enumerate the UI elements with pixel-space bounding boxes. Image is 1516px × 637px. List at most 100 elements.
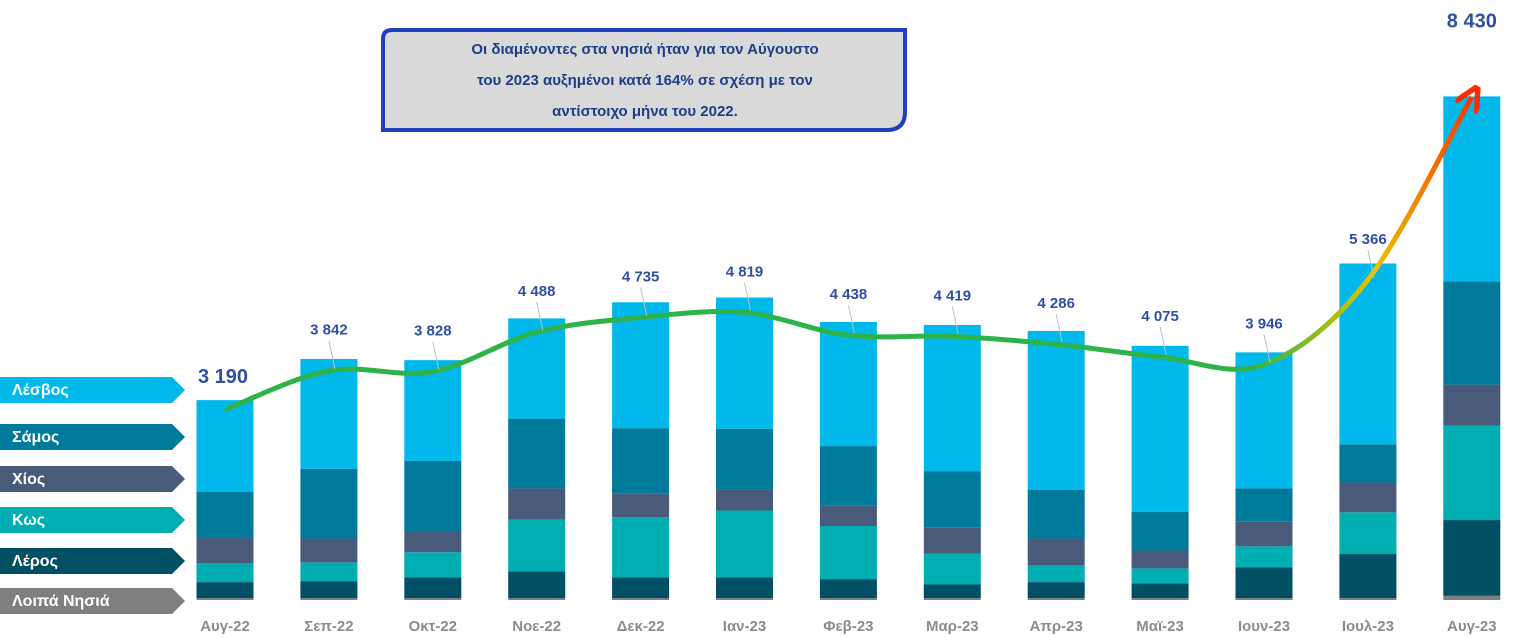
leader-line [432, 341, 440, 370]
bar-segment [1339, 512, 1397, 555]
bar-segment [1131, 345, 1189, 512]
total-line [224, 97, 1472, 413]
annotation: του 2023 αυξημένοι κατά 164% σε σχέση με… [477, 72, 813, 89]
leader-line [328, 340, 336, 369]
bar-segment [1027, 565, 1085, 583]
leader-line [1367, 249, 1375, 278]
bar-segment [1339, 444, 1397, 483]
x-tick-label: Απρ-23 [1030, 618, 1083, 635]
bar-segment [1235, 352, 1293, 489]
legend-swatch [0, 424, 185, 450]
bar-segment [1027, 582, 1085, 599]
bar-segment [716, 297, 773, 429]
bar-segment [1131, 568, 1189, 584]
bar-segment [508, 519, 566, 572]
legend-swatch [0, 548, 185, 574]
bar-segment [300, 562, 358, 582]
bar-segment [1027, 598, 1085, 600]
bar-segment [1131, 598, 1189, 600]
bar-segment [923, 471, 981, 528]
leader-line [744, 282, 751, 311]
bar-segment [1027, 330, 1085, 490]
total-label: 4 438 [830, 286, 868, 303]
total-label: 3 842 [310, 322, 348, 339]
bar-segment [716, 577, 773, 599]
bar-segment [819, 526, 877, 580]
total-label: 3 946 [1245, 316, 1283, 333]
bar-segment [612, 577, 670, 599]
bar-segment [716, 428, 773, 490]
total-label: 3 190 [198, 366, 248, 388]
bar-segment [612, 302, 670, 429]
bar-segment [819, 579, 877, 599]
bar-segment [1443, 425, 1501, 521]
bar-segment [1131, 583, 1189, 599]
total-label: 4 819 [726, 263, 764, 280]
total-label: 4 075 [1141, 308, 1179, 325]
bar-segment [1235, 598, 1293, 600]
x-tick-label: Μαρ-23 [926, 618, 979, 635]
bar-segment [1131, 550, 1189, 569]
bar-segment [1235, 567, 1293, 599]
total-label: 5 366 [1349, 231, 1387, 248]
x-tick-label: Αυγ-22 [200, 618, 250, 635]
bar-segment [923, 598, 981, 600]
leader-line [1055, 314, 1063, 343]
bar-segment [1235, 546, 1293, 568]
total-label: 4 419 [934, 287, 972, 304]
bar-segment [612, 428, 670, 494]
leader-line [640, 287, 648, 316]
legend-swatch [0, 466, 185, 492]
annotation: αντίστοιχο μήνα του 2022. [552, 103, 738, 120]
bar-segment [819, 446, 877, 506]
bar-segment [300, 468, 358, 539]
bar-segment [1235, 488, 1293, 522]
bar-segment [508, 418, 566, 489]
bar-segment [1339, 598, 1397, 600]
bar-segment [196, 582, 254, 599]
legend-label: Χίος [12, 471, 45, 488]
bar-segment [196, 492, 254, 538]
bar-segment [1235, 521, 1293, 547]
bar-segment [196, 400, 254, 493]
leader-line [951, 306, 959, 335]
bar-segment [1443, 96, 1501, 282]
bar-segment [300, 538, 358, 563]
leader-line [847, 305, 855, 334]
callout-box [381, 28, 907, 132]
x-tick-label: Ιουν-23 [1238, 618, 1290, 635]
bar-segment [1339, 263, 1397, 445]
bar-segment [300, 598, 358, 600]
total-label: 8 430 [1447, 10, 1497, 32]
bar-segment [923, 553, 981, 585]
bar-segment [716, 510, 773, 578]
x-tick-label: Σεπ-22 [304, 618, 353, 635]
bar-segment [404, 552, 462, 578]
legend-swatch [0, 507, 185, 533]
bar-segment [1443, 384, 1501, 426]
bar-segment [300, 581, 358, 599]
legend-label: Σάμος [12, 429, 59, 446]
bar-segment [612, 493, 670, 518]
total-label: 4 488 [518, 283, 556, 300]
bar-segment [819, 321, 877, 447]
bar-segment [1443, 281, 1501, 385]
bar-segment [1027, 538, 1085, 566]
legend-label: Λέρος [12, 553, 58, 570]
x-tick-label: Ιαν-23 [723, 618, 766, 635]
legend-label: Κως [12, 512, 45, 529]
bar-segment [612, 598, 670, 600]
annotation: Οι διαμένοντες στα νησιά ήταν για τον Αύ… [471, 41, 818, 58]
bar-segment [819, 598, 877, 600]
bar-segment [1131, 511, 1189, 551]
bar-segment [404, 531, 462, 553]
legend-label: Λοιπά Νησιά [12, 593, 110, 610]
bar-segment [508, 598, 566, 600]
bar-segment [612, 517, 670, 578]
bar-segment [1339, 482, 1397, 513]
bar-segment [404, 460, 462, 532]
bar-segment [819, 505, 877, 527]
bar-segment [508, 488, 566, 520]
x-tick-label: Μαϊ-23 [1136, 618, 1184, 635]
